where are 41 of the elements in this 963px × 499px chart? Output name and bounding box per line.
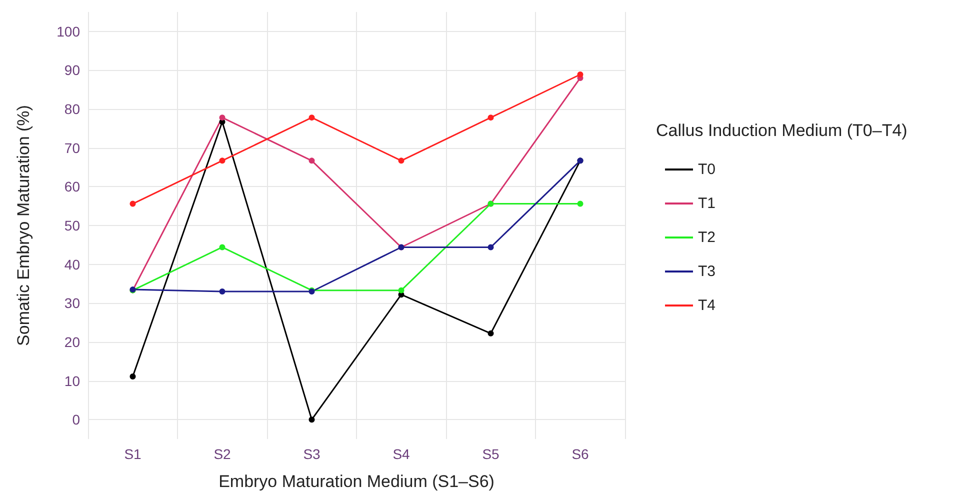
- x-tick-label: S4: [392, 446, 410, 462]
- y-tick-label: 0: [72, 412, 80, 428]
- x-axis-title: Embryo Maturation Medium (S1–S6): [218, 472, 494, 491]
- x-tick-label: S3: [303, 446, 321, 462]
- point: [488, 244, 494, 250]
- point: [577, 200, 584, 207]
- x-tick-label: S5: [482, 446, 500, 462]
- x-tick-label: S2: [214, 446, 232, 462]
- point: [219, 244, 226, 250]
- y-tick-label: 90: [64, 62, 80, 78]
- legend-label: T3: [698, 263, 716, 280]
- point: [577, 72, 584, 78]
- point: [219, 114, 226, 121]
- y-tick-label: 10: [64, 372, 80, 389]
- point: [308, 114, 315, 121]
- y-tick-label: 60: [64, 178, 80, 195]
- point: [219, 158, 226, 164]
- y-tick-label: 80: [64, 101, 80, 118]
- point: [130, 200, 136, 207]
- y-tick-label: 30: [64, 295, 80, 312]
- legend-title: Callus Induction Medium (T0–T4): [656, 121, 908, 140]
- y-axis-title: Somatic Embryo Maturation (%): [14, 105, 33, 346]
- point: [398, 158, 404, 164]
- point: [308, 158, 315, 164]
- legend-label: T0: [698, 161, 716, 178]
- point: [130, 374, 136, 380]
- y-tick-label: 50: [64, 218, 80, 234]
- point: [488, 330, 494, 336]
- point: [398, 287, 404, 294]
- y-tick-label: 20: [64, 334, 80, 350]
- y-tick-label: 40: [64, 256, 80, 272]
- legend-label: T1: [698, 195, 716, 212]
- point: [488, 114, 494, 121]
- legend-label: T2: [698, 229, 716, 246]
- y-tick-label: 100: [56, 23, 80, 40]
- point: [308, 416, 315, 423]
- x-tick-label: S6: [572, 446, 590, 462]
- point: [219, 288, 226, 294]
- legend-label: T4: [698, 297, 716, 314]
- y-tick-label: 70: [64, 140, 80, 156]
- x-tick-label: S1: [124, 446, 142, 462]
